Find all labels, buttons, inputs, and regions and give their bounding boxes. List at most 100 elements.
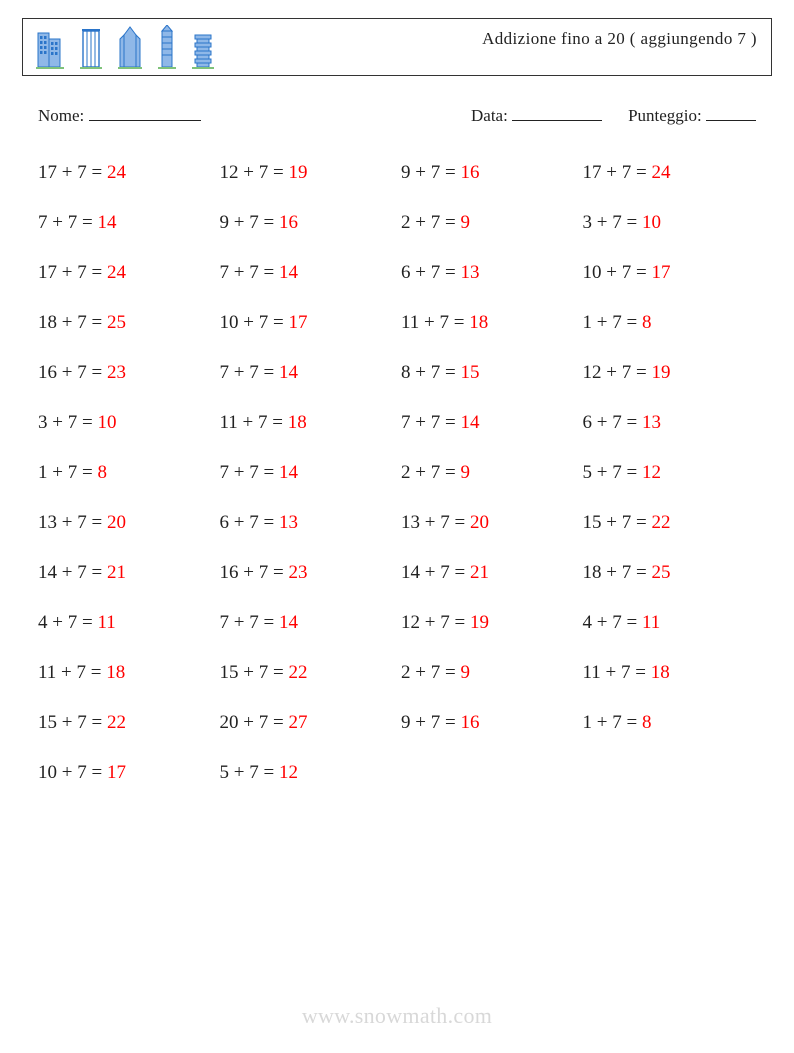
answer: 14 [279,362,298,383]
problem-cell: 5 + 7 = 12 [220,748,394,798]
problem-cell: 10 + 7 = 17 [583,248,757,298]
expression: 4 + 7 = [583,612,642,633]
problem-cell: 11 + 7 = 18 [583,648,757,698]
building-icon [191,27,215,69]
answer: 27 [288,712,307,733]
answer: 18 [106,662,125,683]
answer: 20 [107,512,126,533]
answer: 11 [97,612,115,633]
name-blank[interactable] [89,104,201,121]
problem-cell: 3 + 7 = 10 [38,398,212,448]
answer: 18 [288,412,307,433]
expression: 18 + 7 = [38,312,107,333]
header-box: Addizione fino a 20 ( aggiungendo 7 ) [22,18,772,76]
answer: 14 [279,262,298,283]
expression: 17 + 7 = [38,262,107,283]
problem-cell: 11 + 7 = 18 [38,648,212,698]
problem-cell: 4 + 7 = 11 [38,598,212,648]
problem-cell: 10 + 7 = 17 [38,748,212,798]
expression: 15 + 7 = [38,712,107,733]
expression: 7 + 7 = [38,212,97,233]
answer: 11 [642,612,660,633]
problem-cell: 15 + 7 = 22 [38,698,212,748]
answer: 14 [97,212,116,233]
problem-cell: 7 + 7 = 14 [220,348,394,398]
expression: 14 + 7 = [401,562,470,583]
expression: 2 + 7 = [401,662,460,683]
building-icon [35,27,65,69]
building-icon [157,25,177,69]
expression: 18 + 7 = [583,562,652,583]
answer: 9 [460,662,470,683]
expression: 1 + 7 = [38,462,97,483]
expression: 17 + 7 = [583,162,652,183]
problem-cell: 12 + 7 = 19 [220,148,394,198]
watermark: www.snowmath.com [302,1003,492,1029]
problem-cell: 13 + 7 = 20 [38,498,212,548]
problem-cell: 9 + 7 = 16 [401,698,575,748]
expression: 10 + 7 = [220,312,289,333]
problem-cell: 1 + 7 = 8 [583,298,757,348]
expression: 15 + 7 = [583,512,652,533]
expression: 5 + 7 = [583,462,642,483]
expression: 9 + 7 = [220,212,279,233]
problem-cell: 8 + 7 = 15 [401,348,575,398]
answer: 24 [107,262,126,283]
expression: 5 + 7 = [220,762,279,783]
answer: 8 [642,312,652,333]
problem-cell: 20 + 7 = 27 [220,698,394,748]
expression: 16 + 7 = [38,362,107,383]
score-label: Punteggio: [628,106,702,125]
problem-cell: 17 + 7 = 24 [583,148,757,198]
expression: 7 + 7 = [220,262,279,283]
problem-cell: 14 + 7 = 21 [38,548,212,598]
problem-cell: 12 + 7 = 19 [401,598,575,648]
expression: 11 + 7 = [401,312,469,333]
answer: 25 [651,562,670,583]
expression: 13 + 7 = [38,512,107,533]
problem-cell: 15 + 7 = 22 [583,498,757,548]
answer: 18 [651,662,670,683]
answer: 9 [460,462,470,483]
answer: 9 [460,212,470,233]
answer: 16 [279,212,298,233]
answer: 24 [651,162,670,183]
expression: 15 + 7 = [220,662,289,683]
problem-cell: 17 + 7 = 24 [38,148,212,198]
score-blank[interactable] [706,104,756,121]
answer: 21 [470,562,489,583]
answer: 22 [651,512,670,533]
expression: 16 + 7 = [220,562,289,583]
answer: 8 [97,462,107,483]
problem-cell: 14 + 7 = 21 [401,548,575,598]
answer: 14 [279,612,298,633]
answer: 23 [288,562,307,583]
answer: 19 [651,362,670,383]
expression: 12 + 7 = [401,612,470,633]
problem-cell: 5 + 7 = 12 [583,448,757,498]
answer: 8 [642,712,652,733]
problem-cell: 6 + 7 = 13 [401,248,575,298]
problem-cell: 6 + 7 = 13 [220,498,394,548]
problem-cell: 2 + 7 = 9 [401,198,575,248]
problem-cell: 1 + 7 = 8 [38,448,212,498]
problem-cell: 6 + 7 = 13 [583,398,757,448]
date-field: Data: [471,104,602,126]
problem-cell: 7 + 7 = 14 [220,598,394,648]
answer: 17 [651,262,670,283]
building-icon [117,25,143,69]
expression: 6 + 7 = [401,262,460,283]
date-blank[interactable] [512,104,602,121]
expression: 7 + 7 = [220,462,279,483]
expression: 8 + 7 = [401,362,460,383]
building-icons-row [35,19,215,75]
name-field: Nome: [38,104,201,126]
answer: 25 [107,312,126,333]
expression: 9 + 7 = [401,162,460,183]
meta-row: Nome: Data: Punteggio: [38,104,756,126]
answer: 14 [279,462,298,483]
problem-cell: 18 + 7 = 25 [38,298,212,348]
answer: 23 [107,362,126,383]
expression: 1 + 7 = [583,712,642,733]
problem-cell: 7 + 7 = 14 [401,398,575,448]
